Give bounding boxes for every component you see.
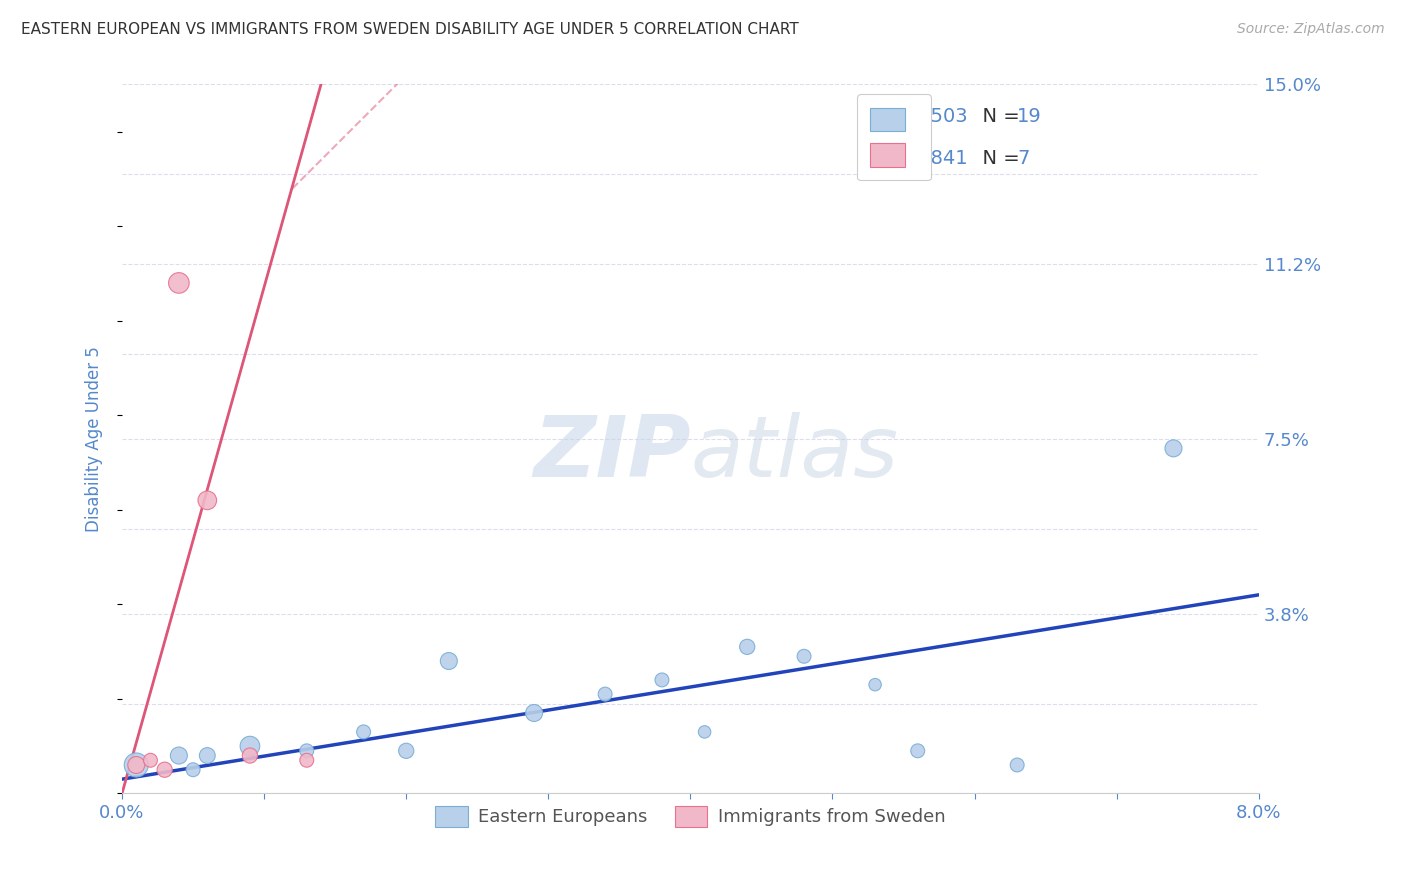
Point (1005, 758, 1028, 772)
Legend: Eastern Europeans, Immigrants from Sweden: Eastern Europeans, Immigrants from Swede… (427, 798, 953, 834)
Text: R =: R = (879, 107, 921, 127)
Point (295, 753, 318, 767)
Point (353, 725, 375, 739)
Point (593, 687, 616, 701)
Text: Source: ZipAtlas.com: Source: ZipAtlas.com (1237, 22, 1385, 37)
Point (167, 276, 190, 290)
Point (125, 758, 148, 772)
Point (793, 649, 815, 664)
Point (195, 748, 218, 763)
Point (395, 744, 418, 758)
Text: 0.841: 0.841 (912, 149, 969, 168)
Text: ZIP: ZIP (533, 411, 690, 494)
Point (523, 706, 546, 720)
Text: EASTERN EUROPEAN VS IMMIGRANTS FROM SWEDEN DISABILITY AGE UNDER 5 CORRELATION CH: EASTERN EUROPEAN VS IMMIGRANTS FROM SWED… (21, 22, 799, 37)
Text: N =: N = (970, 107, 1025, 127)
Point (125, 758, 148, 772)
Y-axis label: Disability Age Under 5: Disability Age Under 5 (86, 346, 103, 532)
Text: 7: 7 (1018, 149, 1029, 168)
Point (239, 739, 262, 753)
Point (907, 744, 929, 758)
Point (693, 725, 716, 739)
Point (651, 673, 673, 687)
Point (239, 748, 262, 763)
Point (167, 748, 190, 763)
Text: N =: N = (970, 149, 1025, 168)
Text: atlas: atlas (690, 411, 898, 494)
Point (437, 654, 460, 668)
Point (153, 763, 176, 777)
Text: 19: 19 (1018, 107, 1042, 127)
Text: 0.503: 0.503 (912, 107, 969, 127)
Point (181, 763, 204, 777)
Point (1163, 442, 1185, 456)
Text: R =: R = (879, 149, 921, 168)
Point (863, 678, 886, 692)
Point (139, 753, 162, 767)
Point (295, 744, 318, 758)
Point (195, 493, 218, 508)
Point (735, 640, 758, 654)
